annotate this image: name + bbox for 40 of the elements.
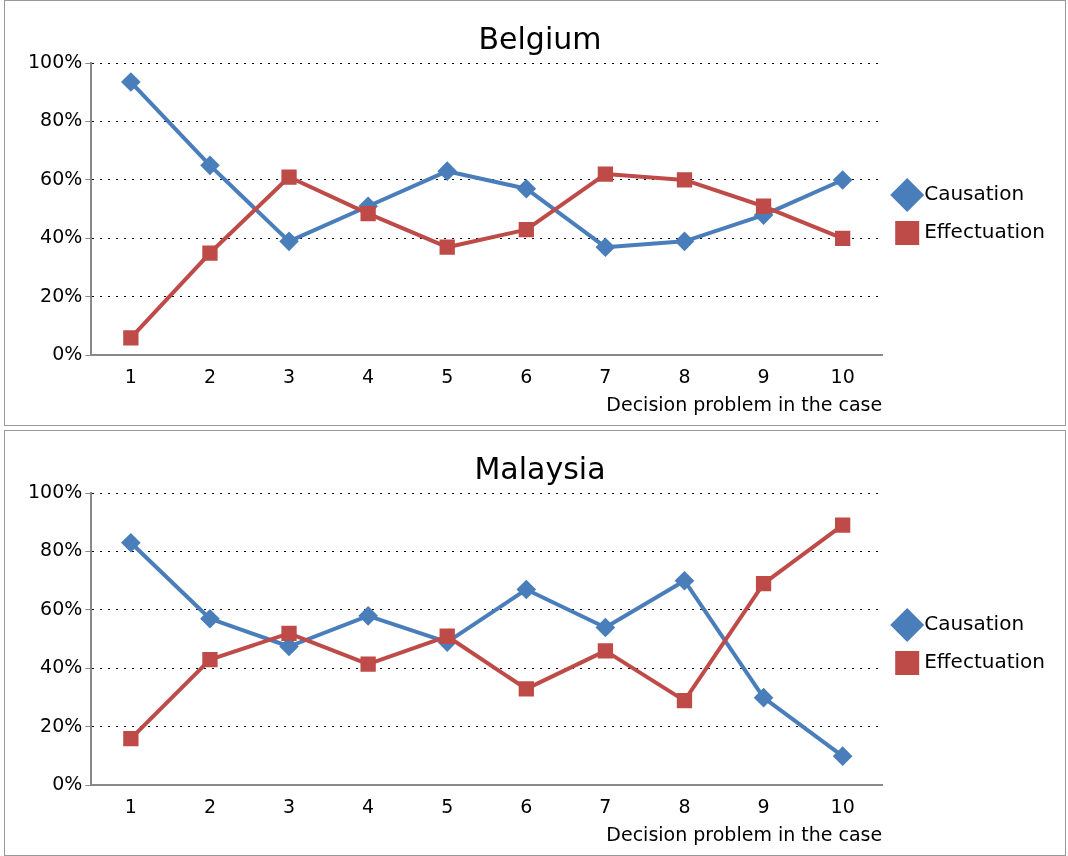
x-tick-label: 5 (441, 794, 454, 817)
legend-label: Effectuation (924, 219, 1046, 244)
chart-title: Malaysia (474, 450, 606, 486)
y-tick-label: 80% (40, 538, 83, 561)
legend-label: Causation (924, 181, 1025, 206)
x-tick-label: 5 (441, 364, 454, 387)
x-tick-label: 4 (362, 794, 375, 817)
x-tick-label: 8 (678, 794, 691, 817)
y-tick-label: 0% (52, 342, 83, 365)
x-tick-label: 7 (599, 794, 612, 817)
y-tick-label: 100% (27, 49, 83, 72)
y-tick-label: 0% (52, 772, 83, 795)
x-tick-label: 3 (282, 794, 296, 817)
x-tick-label: 6 (520, 364, 533, 387)
x-tick-label: 10 (830, 364, 855, 387)
x-tick-label: 2 (203, 794, 216, 817)
legend-label: Causation (924, 611, 1025, 636)
y-tick-label: 40% (40, 225, 83, 248)
y-tick-label: 60% (40, 166, 83, 189)
x-tick-label: 2 (203, 364, 216, 387)
x-tick-label: 7 (599, 364, 612, 387)
y-tick-label: 60% (40, 596, 83, 619)
x-tick-label: 10 (830, 794, 855, 817)
x-tick-label: 1 (124, 364, 137, 387)
y-tick-label: 80% (40, 108, 83, 131)
y-tick-label: 20% (40, 713, 83, 736)
x-tick-label: 4 (362, 364, 375, 387)
x-tick-label: 8 (678, 364, 691, 387)
chart-title: Belgium (478, 20, 602, 56)
x-tick-label: 9 (757, 794, 770, 817)
x-tick-label: 9 (757, 364, 770, 387)
y-tick-label: 100% (27, 479, 83, 502)
x-tick-label: 6 (520, 794, 533, 817)
x-tick-label: 3 (282, 364, 296, 387)
x-tick-label: 1 (124, 794, 137, 817)
y-tick-label: 40% (40, 655, 83, 678)
legend-label: Effectuation (924, 649, 1046, 674)
x-axis-title: Decision problem in the case (606, 822, 883, 845)
y-tick-label: 20% (40, 283, 83, 306)
x-axis-title: Decision problem in the case (606, 392, 883, 415)
